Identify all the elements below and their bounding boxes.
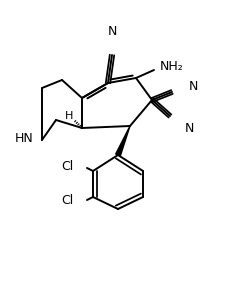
Text: N: N xyxy=(107,25,117,38)
Text: HN: HN xyxy=(15,131,34,145)
Text: N: N xyxy=(189,80,198,94)
Text: NH₂: NH₂ xyxy=(160,60,184,74)
Polygon shape xyxy=(116,126,130,156)
Text: N: N xyxy=(185,122,194,136)
Text: Cl: Cl xyxy=(61,195,73,207)
Text: Cl: Cl xyxy=(61,161,73,173)
Text: H: H xyxy=(65,111,73,121)
